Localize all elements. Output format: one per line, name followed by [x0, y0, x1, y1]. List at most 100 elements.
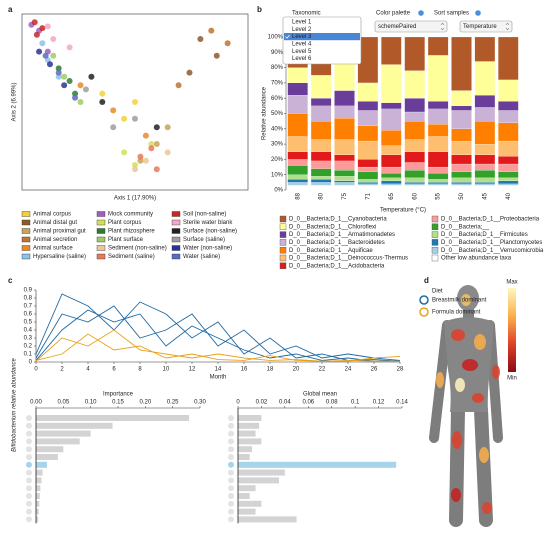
x-tick-label: 0.06: [302, 400, 314, 406]
legend-label: Animal proximal gut: [33, 229, 86, 235]
bar-segment: [427, 173, 449, 180]
row-dot[interactable]: [228, 477, 234, 484]
point: [31, 19, 38, 26]
row-dot[interactable]: [228, 438, 234, 445]
point: [88, 73, 95, 80]
row-dot[interactable]: [26, 415, 32, 421]
row-dot[interactable]: [26, 516, 32, 523]
row-dot[interactable]: [26, 485, 32, 492]
bar-segment: [357, 82, 379, 102]
bar-segment: [287, 67, 308, 83]
legend-swatch: [279, 262, 287, 269]
bar-segment: [451, 154, 472, 165]
select-box[interactable]: [459, 20, 513, 33]
row-dot[interactable]: [228, 446, 234, 453]
bar-segment: [381, 180, 402, 184]
x-tick-label: 0.12: [373, 400, 385, 406]
y-tick-label: 0.2: [24, 344, 33, 350]
row-dot[interactable]: [26, 493, 32, 499]
legend-swatch: [21, 211, 31, 217]
x-tick-label: 0: [236, 400, 240, 406]
row-dot[interactable]: [228, 485, 234, 492]
point: [72, 90, 79, 97]
bar-segment: [334, 180, 355, 183]
bar-segment: [498, 140, 519, 157]
legend-swatch: [171, 253, 181, 260]
legend-swatch: [96, 228, 106, 234]
point: [197, 36, 204, 42]
bar-segment: [498, 156, 519, 165]
legend-swatch: [21, 245, 31, 251]
dropdown-option[interactable]: Level 5: [292, 49, 312, 55]
x-tick-label: 60: [412, 192, 418, 199]
row-dot[interactable]: [26, 500, 32, 507]
x-tick-label: 12: [189, 367, 196, 373]
y-tick-label: 0.5: [24, 320, 33, 326]
bar-segment: [451, 128, 472, 142]
bar-segment: [287, 113, 308, 137]
x-tick-label: 0.00: [30, 400, 42, 406]
row-dot[interactable]: [228, 461, 234, 468]
row-dot[interactable]: [228, 415, 234, 421]
row-dot[interactable]: [228, 454, 234, 460]
point: [110, 124, 117, 131]
row-dot[interactable]: [26, 438, 32, 445]
row-dot[interactable]: [26, 469, 32, 476]
bar: [36, 422, 113, 429]
select-box[interactable]: [374, 20, 448, 33]
panel-label: b: [257, 5, 262, 14]
dropdown-option[interactable]: Level 4: [292, 41, 312, 47]
legend-swatch: [279, 223, 287, 231]
row-dot[interactable]: [228, 500, 234, 507]
dropdown-option[interactable]: Level 2: [292, 27, 312, 33]
legend-label: Plant corpus: [108, 220, 141, 226]
row-dot[interactable]: [228, 516, 234, 523]
row-dot[interactable]: [26, 454, 32, 460]
bar-segment: [474, 170, 496, 178]
bar-segment: [310, 105, 332, 122]
legend-label: Animal distal gut: [33, 220, 77, 226]
point: [164, 149, 171, 156]
row-dot[interactable]: [228, 493, 234, 499]
x-tick-label: 40: [506, 192, 512, 199]
select-value: schemePaired: [378, 24, 416, 30]
row-dot[interactable]: [228, 430, 234, 437]
bar-segment: [427, 183, 449, 186]
bar-segment: [427, 108, 449, 125]
colorbar: [508, 288, 516, 372]
x-tick-label: 16: [241, 367, 248, 373]
row-dot[interactable]: [228, 508, 234, 515]
bar-segment: [357, 182, 379, 184]
dropdown-option[interactable]: Level 6: [292, 56, 312, 62]
row-dot[interactable]: [26, 461, 32, 468]
row-dot[interactable]: [26, 477, 32, 484]
bar-segment: [381, 145, 402, 155]
legend-label: D_0__Bacteria;D_1__Proteobacteria: [441, 217, 540, 223]
control-label: Sort samples: [434, 11, 469, 17]
row-dot[interactable]: [26, 430, 32, 437]
bar-segment: [310, 121, 332, 140]
line: [35, 305, 401, 361]
row-dot[interactable]: [26, 508, 32, 515]
bar-segment: [334, 90, 355, 106]
legend-label: Surface (saline): [183, 237, 225, 243]
row-dot[interactable]: [228, 422, 234, 429]
bar-segment: [427, 36, 449, 56]
dropdown-option[interactable]: Level 3: [292, 34, 312, 40]
bar-segment: [474, 144, 496, 155]
point: [121, 149, 128, 156]
x-tick-label: 22: [319, 367, 326, 373]
x-tick-label: 10: [163, 367, 170, 373]
legend-label: D_0__Bacteria;D_1__Armatimonadetes: [289, 232, 395, 238]
point: [148, 145, 155, 152]
y-axis-label: Relative abundance: [262, 86, 268, 140]
dropdown-option[interactable]: Level 1: [292, 20, 312, 26]
row-dot[interactable]: [26, 446, 32, 453]
bar-segment: [498, 177, 519, 181]
row-dot[interactable]: [26, 422, 32, 429]
x-tick-label: 0.08: [326, 400, 338, 406]
bar: [36, 438, 80, 445]
row-dot[interactable]: [228, 469, 234, 476]
legend-swatch: [431, 215, 439, 223]
